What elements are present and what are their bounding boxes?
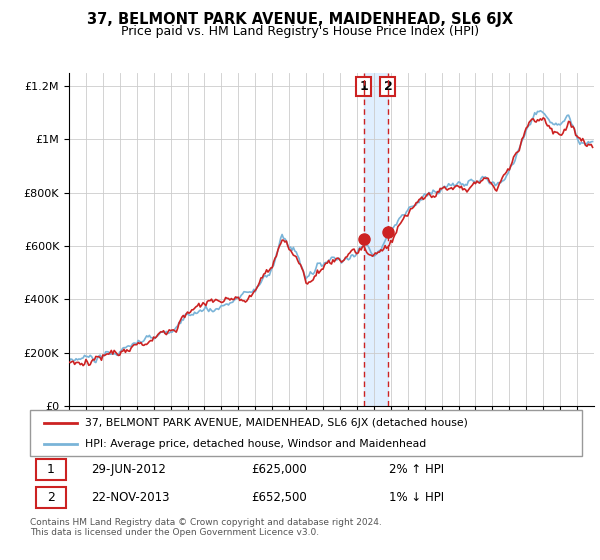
FancyBboxPatch shape <box>35 459 66 480</box>
Text: 2% ↑ HPI: 2% ↑ HPI <box>389 463 444 477</box>
Text: 2: 2 <box>47 491 55 504</box>
Text: 1% ↓ HPI: 1% ↓ HPI <box>389 491 444 504</box>
Text: Contains HM Land Registry data © Crown copyright and database right 2024.
This d: Contains HM Land Registry data © Crown c… <box>30 518 382 538</box>
Text: 37, BELMONT PARK AVENUE, MAIDENHEAD, SL6 6JX (detached house): 37, BELMONT PARK AVENUE, MAIDENHEAD, SL6… <box>85 418 468 428</box>
Text: £652,500: £652,500 <box>251 491 307 504</box>
FancyBboxPatch shape <box>35 487 66 508</box>
Text: 1: 1 <box>47 463 55 477</box>
Text: 2: 2 <box>383 80 392 92</box>
Bar <box>364 73 388 406</box>
Text: 29-JUN-2012: 29-JUN-2012 <box>91 463 166 477</box>
Text: HPI: Average price, detached house, Windsor and Maidenhead: HPI: Average price, detached house, Wind… <box>85 438 427 449</box>
Text: £625,000: £625,000 <box>251 463 307 477</box>
Text: Price paid vs. HM Land Registry's House Price Index (HPI): Price paid vs. HM Land Registry's House … <box>121 25 479 38</box>
Text: 1: 1 <box>359 80 368 92</box>
Text: 22-NOV-2013: 22-NOV-2013 <box>91 491 169 504</box>
Text: 37, BELMONT PARK AVENUE, MAIDENHEAD, SL6 6JX: 37, BELMONT PARK AVENUE, MAIDENHEAD, SL6… <box>87 12 513 27</box>
